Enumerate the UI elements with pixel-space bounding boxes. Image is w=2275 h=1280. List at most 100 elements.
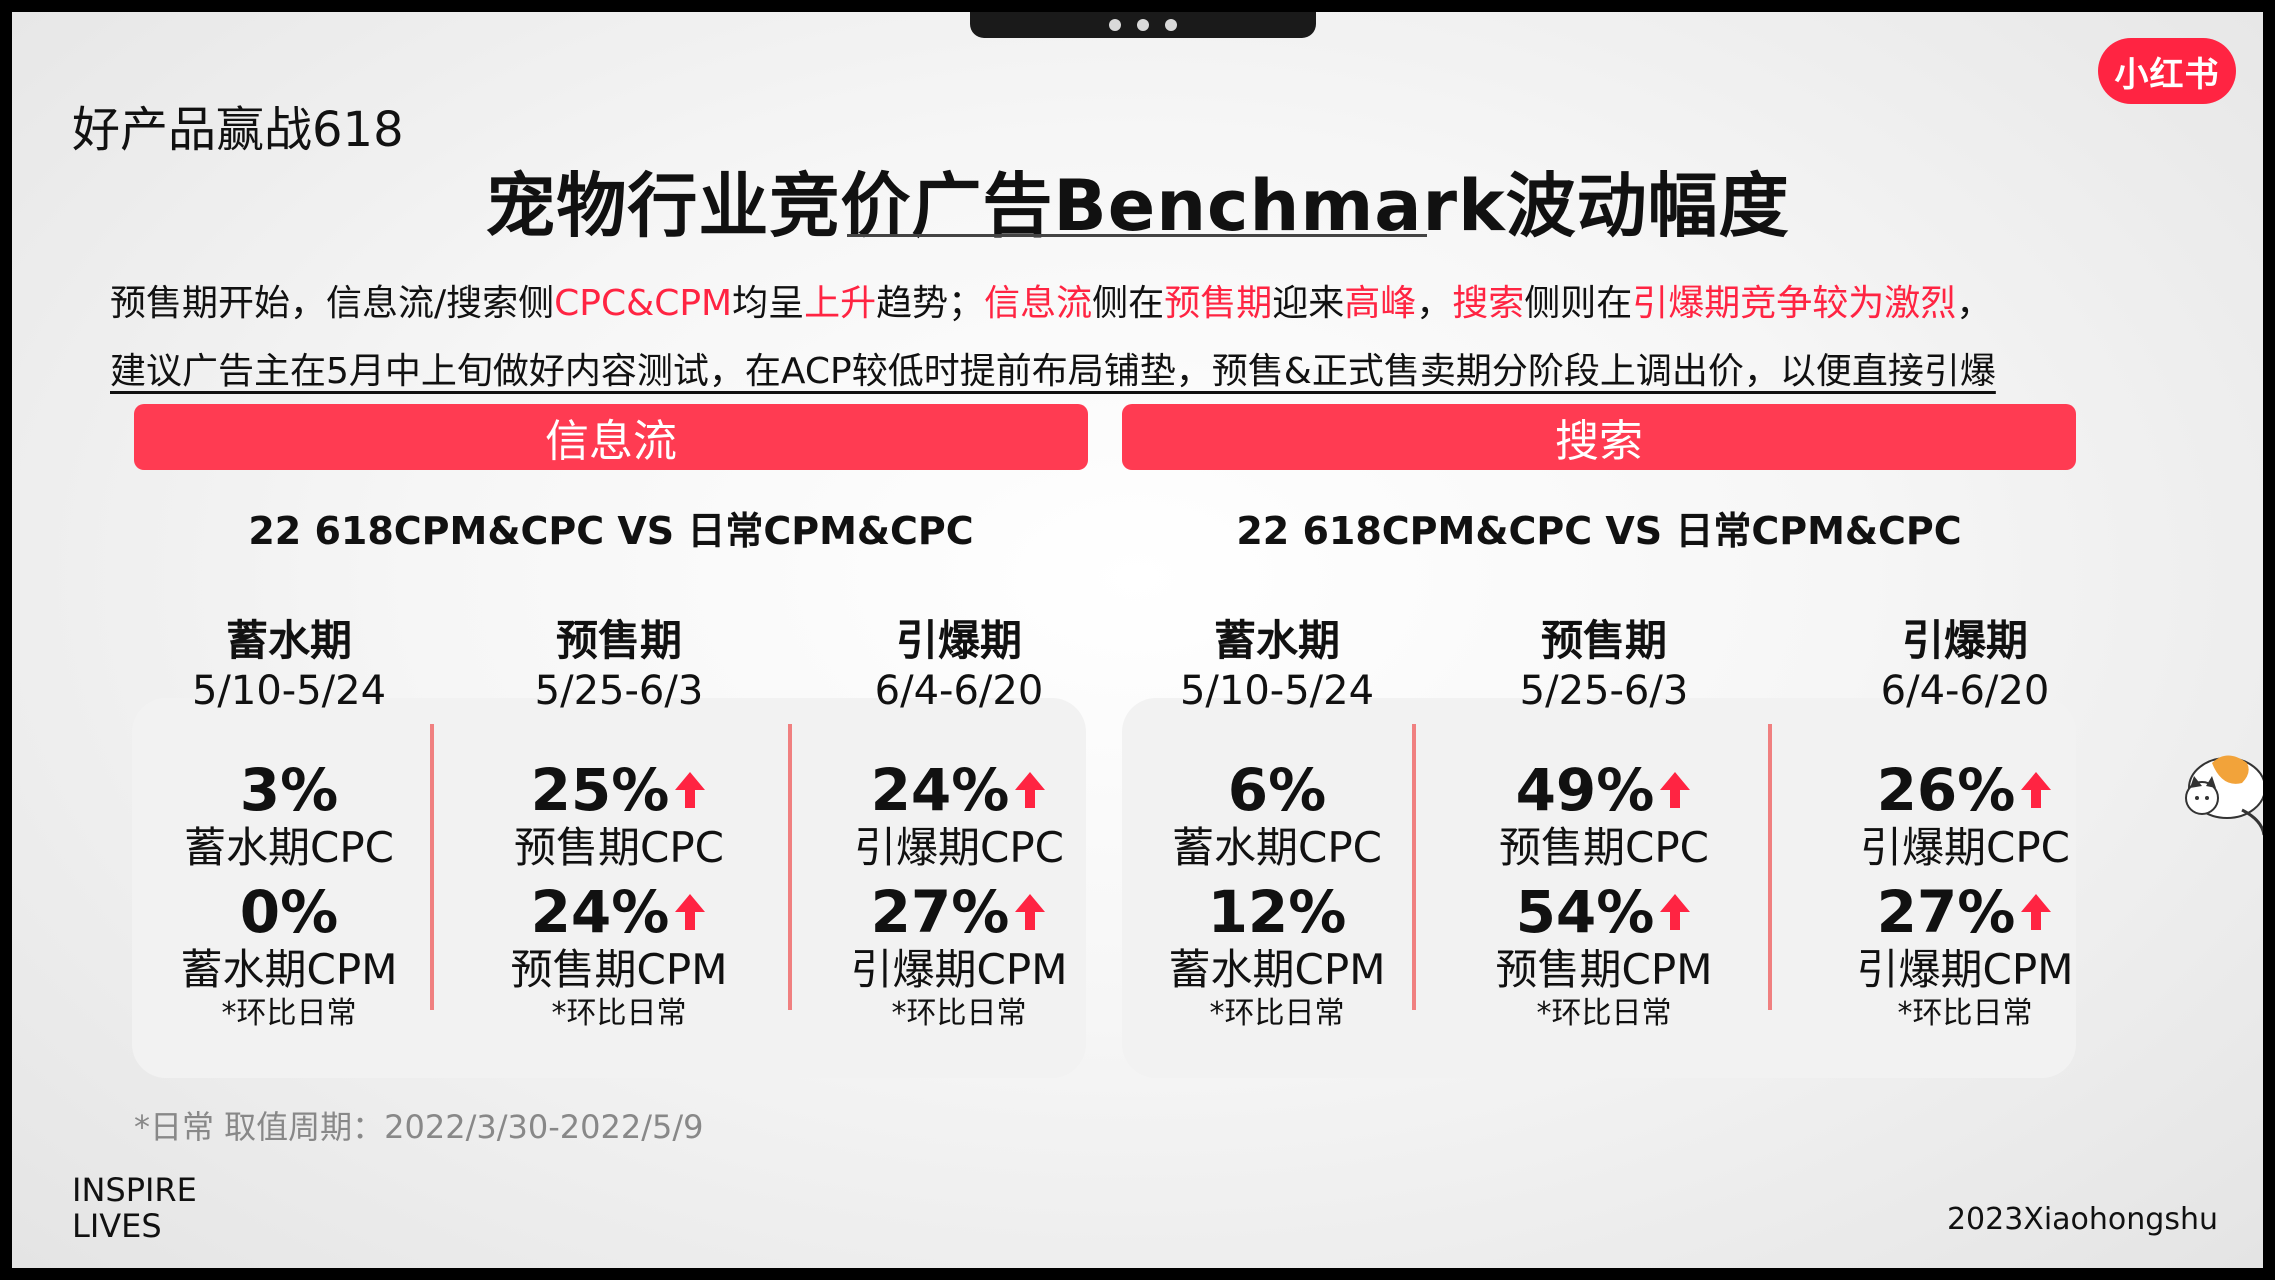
window-top-handle[interactable] bbox=[970, 12, 1316, 38]
cpm-value-text: 12% bbox=[1207, 878, 1347, 946]
phase-name: 蓄水期 bbox=[1213, 616, 1340, 665]
cpm-value-text: 24% bbox=[530, 878, 670, 946]
cpm-label: 蓄水期CPM bbox=[180, 945, 398, 994]
cpc-label: 蓄水期CPC bbox=[1172, 823, 1382, 872]
section-subtitle-search: 22 618CPM&CPC VS 日常CPM&CPC bbox=[1236, 509, 1962, 553]
comparison-note: *环比日常 bbox=[1209, 996, 1345, 1031]
cpm-value: 54% bbox=[1439, 880, 1769, 944]
phase-date: 5/25-6/3 bbox=[1519, 668, 1689, 714]
cpm-label: 蓄水期CPM bbox=[1168, 945, 1386, 994]
description-segment: 迎来 bbox=[1272, 283, 1345, 324]
phase-column: 蓄水期 5/10-5/24 3% 蓄水期CPC 0% 蓄水期CPM *环比日常 bbox=[124, 616, 454, 1032]
phase-column: 预售期 5/25-6/3 49% 预售期CPC 54% 预售期CPM *环比日常 bbox=[1439, 616, 1769, 1032]
section-subtitle-feed: 22 618CPM&CPC VS 日常CPM&CPC bbox=[248, 509, 974, 553]
cpc-value: 49% bbox=[1439, 758, 1769, 822]
phase-name: 引爆期 bbox=[1901, 616, 2028, 665]
cpm-label: 预售期CPM bbox=[510, 945, 728, 994]
cpm-value: 0% bbox=[124, 880, 454, 944]
description-line-2: 建议广告主在5月中上旬做好内容测试，在ACP较低时提前布局铺垫，预售&正式售卖期… bbox=[110, 351, 1996, 392]
arrow-up-icon bbox=[1015, 772, 1046, 808]
cpc-value-text: 26% bbox=[1876, 756, 2016, 824]
arrow-up-icon bbox=[2021, 894, 2052, 930]
cpc-label: 预售期CPC bbox=[1499, 823, 1709, 872]
cpc-value: 24% bbox=[794, 758, 1124, 822]
description-segment: 引爆期竞争较为激烈 bbox=[1632, 283, 1957, 324]
phase-name: 预售期 bbox=[1540, 616, 1667, 665]
cpc-label: 蓄水期CPC bbox=[184, 823, 394, 872]
description-segment: ， bbox=[1956, 283, 1993, 324]
description-segment: 侧在 bbox=[1092, 283, 1165, 324]
arrow-up-icon bbox=[675, 772, 706, 808]
cpm-value: 27% bbox=[1800, 880, 2130, 944]
phase-column: 引爆期 6/4-6/20 26% 引爆期CPC 27% 引爆期CPM *环比日常 bbox=[1800, 616, 2130, 1032]
cpc-value-text: 3% bbox=[239, 756, 339, 824]
cpm-label: 引爆期CPM bbox=[850, 945, 1068, 994]
phase-name: 引爆期 bbox=[895, 616, 1022, 665]
phase-date: 5/10-5/24 bbox=[191, 668, 387, 714]
copyright-text: 2023Xiaohongshu bbox=[1946, 1202, 2218, 1237]
phase-column: 蓄水期 5/10-5/24 6% 蓄水期CPC 12% 蓄水期CPM *环比日常 bbox=[1112, 616, 1442, 1032]
dot-icon bbox=[1137, 19, 1149, 31]
description-segment: 高峰 bbox=[1344, 283, 1417, 324]
cpm-label: 引爆期CPM bbox=[1856, 945, 2074, 994]
inspire-line-1: INSPIRE bbox=[72, 1171, 197, 1209]
phase-column: 预售期 5/25-6/3 25% 预售期CPC 24% 预售期CPM *环比日常 bbox=[454, 616, 784, 1032]
cpc-value-text: 49% bbox=[1515, 756, 1655, 824]
description-segment: 上升 bbox=[804, 283, 877, 324]
cpm-value: 12% bbox=[1112, 880, 1442, 944]
brand-tagline: 好产品赢战618 bbox=[72, 102, 404, 158]
cpm-label: 预售期CPM bbox=[1495, 945, 1713, 994]
divider bbox=[1412, 724, 1416, 1010]
phase-date: 6/4-6/20 bbox=[1880, 668, 2050, 714]
description-segment: 预售期 bbox=[1164, 283, 1273, 324]
description-line-1: 预售期开始，信息流/搜索侧CPC&CPM均呈上升趋势；信息流侧在预售期迎来高峰，… bbox=[110, 274, 1992, 326]
arrow-up-icon bbox=[1015, 894, 1046, 930]
cpm-value: 27% bbox=[794, 880, 1124, 944]
description-segment: CPC&CPM bbox=[554, 283, 733, 324]
page-title: 宠物行业竞价广告Benchmark波动幅度 bbox=[485, 165, 1790, 247]
arrow-up-icon bbox=[1660, 772, 1691, 808]
inspire-lives-text: INSPIRE LIVES bbox=[72, 1172, 197, 1244]
cat-mascot-icon bbox=[2185, 755, 2263, 836]
footnote: *日常 取值周期：2022/3/30-2022/5/9 bbox=[134, 1108, 704, 1146]
phase-name: 蓄水期 bbox=[225, 616, 352, 665]
cpc-value: 25% bbox=[454, 758, 784, 822]
dot-icon bbox=[1165, 19, 1177, 31]
metrics-card-feed bbox=[132, 698, 1086, 1078]
title-underline bbox=[847, 234, 1427, 237]
phase-date: 5/25-6/3 bbox=[534, 668, 704, 714]
section-header-search: 搜索 bbox=[1122, 404, 2076, 470]
comparison-note: *环比日常 bbox=[891, 996, 1027, 1031]
cpc-label: 引爆期CPC bbox=[1860, 823, 2070, 872]
phase-name: 预售期 bbox=[555, 616, 682, 665]
divider bbox=[430, 724, 434, 1010]
cpc-label: 引爆期CPC bbox=[854, 823, 1064, 872]
cpc-value-text: 6% bbox=[1227, 756, 1327, 824]
description-segment: 侧则在 bbox=[1524, 283, 1633, 324]
xiaohongshu-logo: 小红书 bbox=[2098, 38, 2236, 104]
inspire-line-2: LIVES bbox=[72, 1207, 162, 1245]
comparison-note: *环比日常 bbox=[221, 996, 357, 1031]
arrow-up-icon bbox=[2021, 772, 2052, 808]
cpc-value: 26% bbox=[1800, 758, 2130, 822]
cpc-value: 6% bbox=[1112, 758, 1442, 822]
cpc-label: 预售期CPC bbox=[514, 823, 724, 872]
slide: 好产品赢战618 小红书 宠物行业竞价广告Benchmark波动幅度 预售期开始… bbox=[12, 12, 2263, 1268]
comparison-note: *环比日常 bbox=[1536, 996, 1672, 1031]
cpc-value-text: 25% bbox=[530, 756, 670, 824]
description-segment: 搜索 bbox=[1452, 283, 1525, 324]
cpc-value: 3% bbox=[124, 758, 454, 822]
cpm-value-text: 27% bbox=[870, 878, 1010, 946]
description-segment: 信息流 bbox=[984, 283, 1093, 324]
cpm-value: 24% bbox=[454, 880, 784, 944]
arrow-up-icon bbox=[1660, 894, 1691, 930]
dot-icon bbox=[1109, 19, 1121, 31]
phase-column: 引爆期 6/4-6/20 24% 引爆期CPC 27% 引爆期CPM *环比日常 bbox=[794, 616, 1124, 1032]
phase-date: 5/10-5/24 bbox=[1179, 668, 1375, 714]
cpm-value-text: 54% bbox=[1515, 878, 1655, 946]
comparison-note: *环比日常 bbox=[1897, 996, 2033, 1031]
description-segment: ， bbox=[1416, 283, 1453, 324]
arrow-up-icon bbox=[675, 894, 706, 930]
divider bbox=[1768, 724, 1772, 1010]
comparison-note: *环比日常 bbox=[551, 996, 687, 1031]
